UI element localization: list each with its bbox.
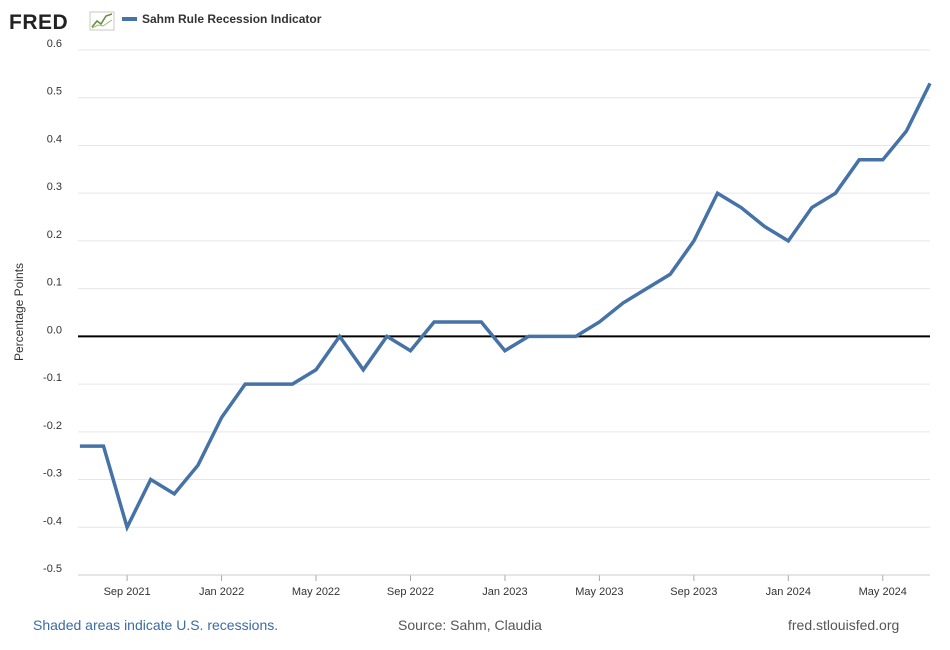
legend-label: Sahm Rule Recession Indicator bbox=[142, 12, 322, 26]
y-tick-label: -0.2 bbox=[43, 420, 62, 432]
x-tick-label: May 2024 bbox=[859, 586, 907, 598]
y-tick-label: -0.5 bbox=[43, 563, 62, 575]
x-tick-label: Jan 2022 bbox=[199, 586, 244, 598]
y-tick-label: -0.4 bbox=[43, 515, 62, 527]
y-tick-label: 0.4 bbox=[47, 133, 62, 145]
x-tick-label: May 2022 bbox=[292, 586, 340, 598]
x-tick-label: Sep 2022 bbox=[387, 586, 434, 598]
y-tick-label: 0.2 bbox=[47, 229, 62, 241]
fred-logo-text: FRED bbox=[9, 11, 68, 34]
x-tick-label: Jan 2023 bbox=[482, 586, 527, 598]
x-tick-label: Sep 2021 bbox=[104, 586, 151, 598]
recession-note: Shaded areas indicate U.S. recessions. bbox=[33, 617, 279, 633]
series-line bbox=[79, 82, 932, 533]
y-axis-ticks: -0.5 -0.4 -0.3 -0.2 -0.1 0.0 0.1 0.2 0.3 0.4 0.5 0.… bbox=[43, 38, 62, 575]
site-link[interactable]: fred.stlouisfed.org bbox=[788, 617, 900, 633]
source-note: Source: Sahm, Claudia bbox=[398, 617, 542, 633]
x-tick-label: Sep 2023 bbox=[670, 586, 717, 598]
gridlines bbox=[78, 49, 930, 576]
y-tick-label: -0.3 bbox=[43, 468, 62, 480]
y-tick-label: 0.3 bbox=[47, 181, 62, 193]
y-tick-label: 0.0 bbox=[47, 324, 62, 336]
legend: Sahm Rule Recession Indicator bbox=[122, 12, 322, 26]
fred-logo[interactable]: FRED bbox=[9, 11, 115, 34]
y-tick-label: 0.5 bbox=[47, 86, 62, 98]
y-tick-label: -0.1 bbox=[43, 372, 62, 384]
chart-trend-icon bbox=[89, 11, 115, 31]
y-tick-label: 0.6 bbox=[47, 38, 62, 50]
x-tick-label: Jan 2024 bbox=[766, 586, 811, 598]
x-axis-ticks: Sep 2021 Jan 2022 May 2022 Sep 2022 Jan 2023… bbox=[104, 575, 907, 598]
y-tick-label: 0.1 bbox=[47, 277, 62, 289]
series-layer bbox=[79, 82, 932, 533]
y-axis-label: Percentage Points bbox=[12, 263, 26, 361]
x-tick-label: May 2023 bbox=[575, 586, 623, 598]
